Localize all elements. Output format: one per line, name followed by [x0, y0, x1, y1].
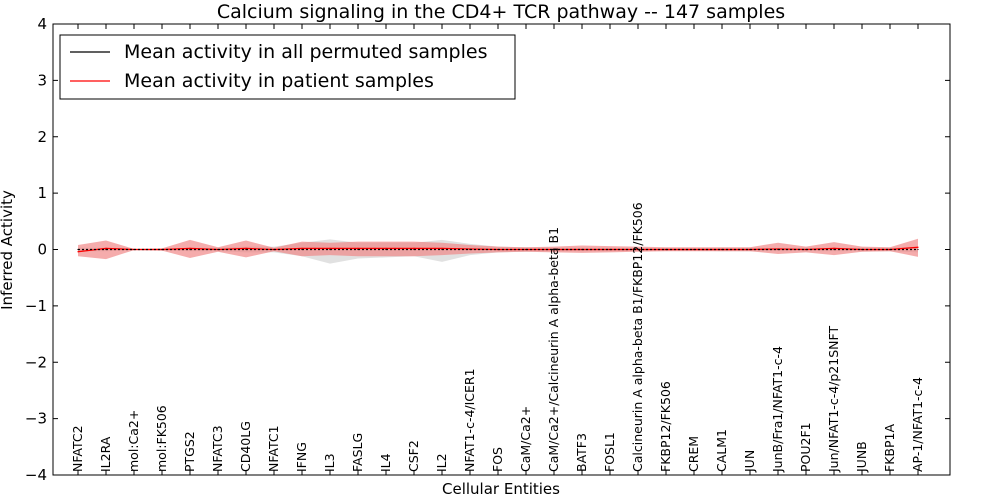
y-tick-label: −1: [25, 297, 47, 315]
y-tick-label: −2: [25, 353, 47, 371]
point-permuted-16: [525, 248, 527, 251]
point-permuted-28: [861, 248, 863, 251]
plot-area: 4 3 2 1 0 −1 −2 −3 −4 NFATC2 IL2RA mol:Ca2+ mol:FK5…: [25, 15, 951, 484]
point-permuted-0: [77, 248, 79, 251]
y-tick-label: 1: [37, 184, 47, 202]
x-tick-label: Jun/NFAT1-c-4/p21SNFT: [826, 326, 841, 473]
x-tick-label: PTGS2: [182, 431, 197, 472]
x-tick-label: mol:Ca2+: [126, 410, 141, 472]
point-permuted-19: [609, 248, 611, 251]
x-tick-label: JUNB: [854, 441, 869, 473]
legend-box: [59, 34, 516, 100]
x-tick-label: mol:FK506: [154, 405, 169, 472]
y-tick-label: 4: [37, 15, 47, 33]
point-permuted-20: [637, 248, 639, 251]
x-tick-label: CD40LG: [238, 421, 253, 472]
y-tick-label: 0: [37, 241, 47, 259]
point-permuted-18: [581, 248, 583, 251]
point-patient-9: [329, 247, 331, 249]
x-axis-label: Cellular Entities: [442, 480, 560, 498]
x-tick-label: IL2RA: [98, 436, 113, 472]
point-permuted-3: [161, 248, 163, 251]
point-permuted-27: [833, 248, 835, 251]
point-patient-1: [105, 247, 107, 249]
point-permuted-13: [441, 248, 443, 251]
point-patient-11: [385, 247, 387, 249]
y-tick-label: 3: [37, 71, 47, 89]
point-permuted-10: [357, 248, 359, 251]
point-permuted-5: [217, 248, 219, 251]
point-permuted-7: [273, 248, 275, 251]
point-permuted-6: [245, 248, 247, 251]
y-tick-label: −4: [25, 466, 47, 484]
point-permuted-14: [469, 248, 471, 251]
point-permuted-26: [805, 248, 807, 251]
point-patient-10: [357, 247, 359, 249]
point-permuted-30: [917, 248, 919, 251]
x-tick-label: JunB/Fra1/NFAT1-c-4: [770, 346, 785, 473]
point-patient-30: [917, 246, 919, 248]
legend: Mean activity in all permuted samples Me…: [59, 34, 516, 100]
point-permuted-4: [189, 248, 191, 251]
x-tick-label: CaM/Ca2+/Calcineurin A alpha-beta B1: [546, 227, 561, 472]
x-tick-label: CaM/Ca2+: [518, 406, 533, 472]
point-permuted-2: [133, 248, 135, 251]
point-permuted-12: [413, 248, 415, 251]
point-permuted-25: [777, 248, 779, 251]
point-patient-12: [413, 247, 415, 249]
x-tick-label: FASLG: [350, 433, 365, 472]
x-tick-label: FOSL1: [602, 432, 617, 472]
point-permuted-17: [553, 248, 555, 251]
x-tick-label: IL2: [434, 453, 449, 472]
point-permuted-29: [889, 248, 891, 251]
point-patient-6: [245, 247, 247, 249]
confidence-bands: [78, 238, 918, 264]
y-tick-label: −3: [25, 410, 47, 428]
point-permuted-23: [721, 248, 723, 251]
point-permuted-11: [385, 248, 387, 251]
chart-title: Calcium signaling in the CD4+ TCR pathwa…: [217, 1, 785, 23]
x-tick-label: JUN: [742, 450, 757, 473]
point-permuted-8: [301, 248, 303, 251]
point-permuted-9: [329, 248, 331, 251]
x-tick-label: NFATC2: [70, 425, 85, 472]
x-tick-label: BATF3: [574, 433, 589, 472]
point-patient-4: [189, 247, 191, 249]
y-axis-ticks: 4 3 2 1 0 −1 −2 −3 −4: [25, 15, 950, 484]
series-lines: [77, 246, 919, 253]
x-axis-ticks: NFATC2 IL2RA mol:Ca2+ mol:FK506 PTGS2 NFATC3 C…: [70, 24, 925, 475]
x-tick-label: Calcineurin A alpha-beta B1/FKBP12/FK506: [630, 202, 645, 472]
x-tick-label: FKBP1A: [882, 424, 897, 472]
point-permuted-21: [665, 248, 667, 251]
point-patient-0: [77, 251, 79, 253]
point-permuted-24: [749, 248, 751, 251]
point-permuted-22: [693, 248, 695, 251]
point-patient-27: [833, 247, 835, 249]
y-tick-label: 2: [37, 128, 47, 146]
x-tick-label: CREM: [686, 436, 701, 472]
legend-label-patient: Mean activity in patient samples: [124, 70, 434, 92]
legend-label-permuted: Mean activity in all permuted samples: [124, 41, 487, 63]
x-tick-label: NFATC3: [210, 425, 225, 472]
x-tick-label: CSF2: [406, 440, 421, 472]
x-tick-label: NFATC1: [266, 425, 281, 472]
x-tick-label: POU2F1: [798, 422, 813, 472]
x-tick-label: FOS: [490, 447, 505, 472]
point-patient-13: [441, 247, 443, 249]
point-permuted-15: [497, 248, 499, 251]
x-tick-label: IFNG: [294, 442, 309, 472]
x-tick-label: AP-1/NFAT1-c-4: [910, 377, 925, 472]
x-tick-label: IL3: [322, 453, 337, 472]
x-tick-label: FKBP12/FK506: [658, 381, 673, 472]
point-permuted-1: [105, 248, 107, 251]
y-axis-label: Inferred Activity: [0, 190, 16, 310]
x-tick-label: IL4: [378, 453, 393, 472]
x-tick-label: CALM1: [714, 429, 729, 472]
point-patient-8: [301, 247, 303, 249]
x-tick-label: NFAT1-c-4/ICER1: [462, 368, 477, 472]
